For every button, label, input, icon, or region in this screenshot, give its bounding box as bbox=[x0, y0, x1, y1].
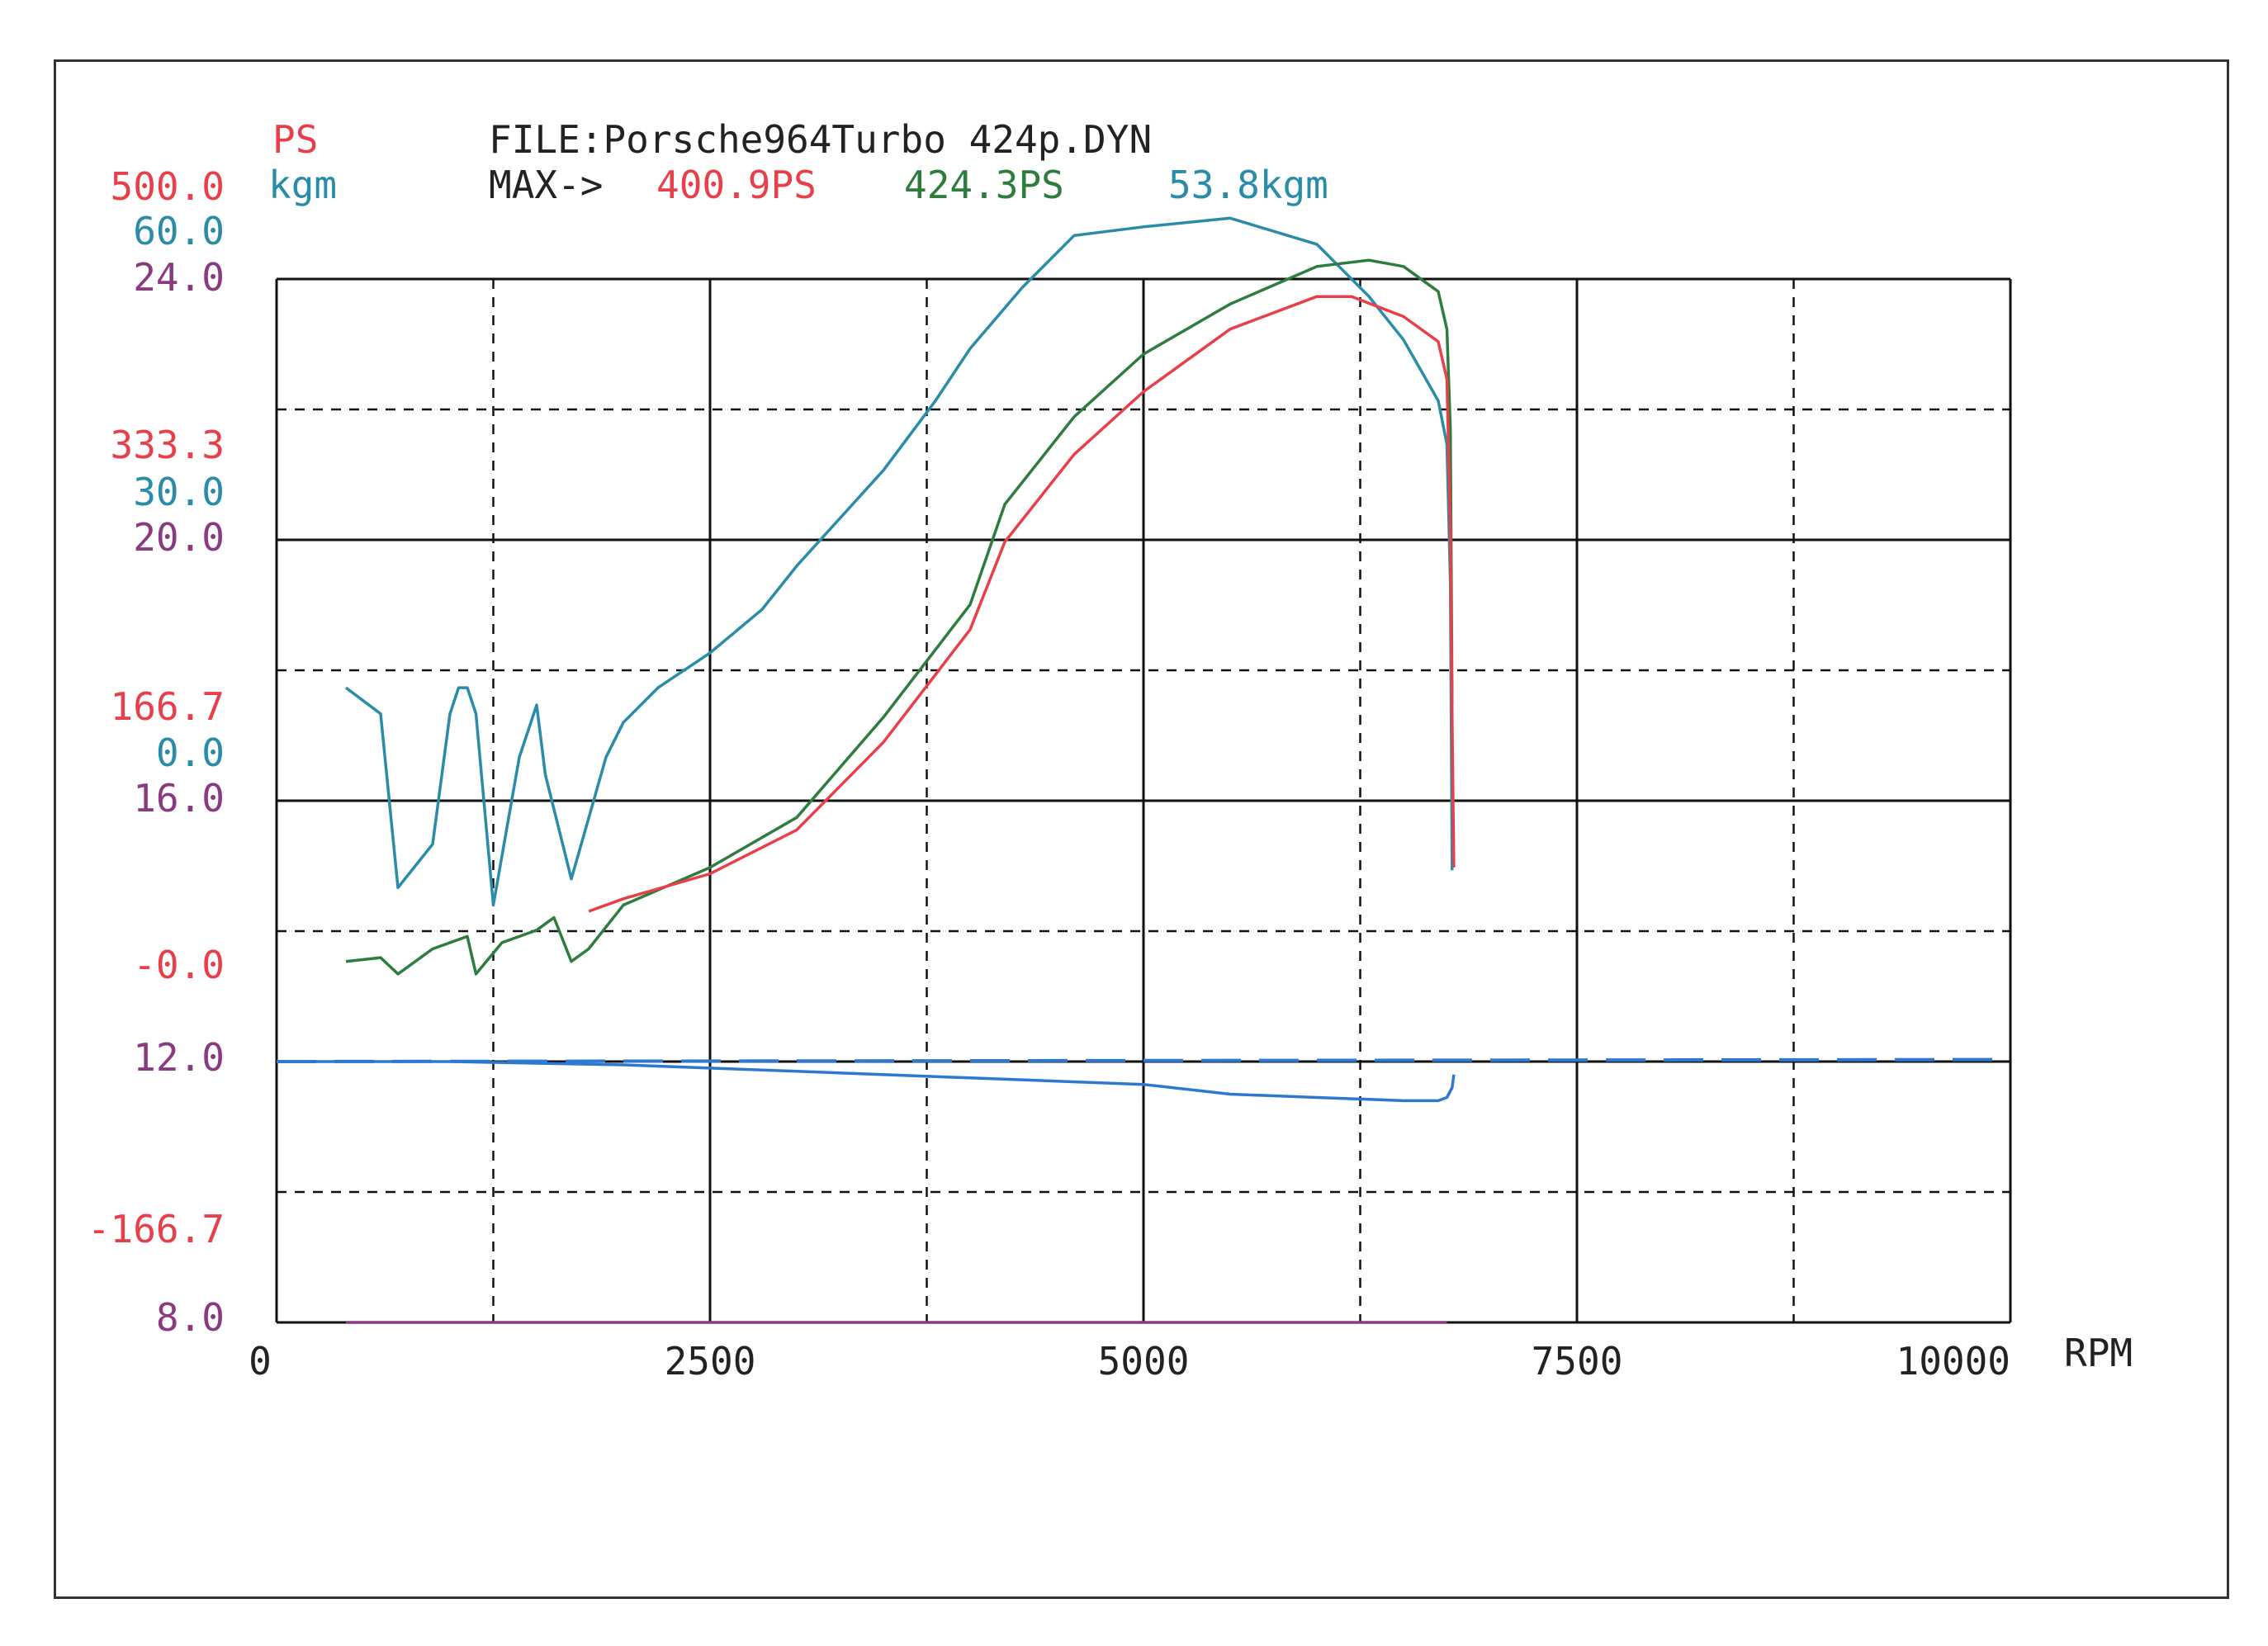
x-tick-0: 0 bbox=[249, 1339, 272, 1383]
x-tick-4: 10000 bbox=[1896, 1339, 2010, 1383]
secondary-tick-1: 20.0 bbox=[133, 515, 225, 560]
secondary-tick-3: 12.0 bbox=[133, 1035, 225, 1080]
series-line-4 bbox=[276, 1057, 2011, 1063]
series bbox=[276, 216, 2011, 1324]
kgm-tick-1: 30.0 bbox=[133, 470, 225, 514]
file-label: FILE:Porsche964Turbo 424p.DYN bbox=[489, 117, 1152, 162]
x-unit-label: RPM bbox=[2064, 1331, 2133, 1375]
y-tick-labels: 500.0 333.3 166.7 -0.0 -166.7 60.0 30.0 0.0 24.0… bbox=[88, 164, 225, 1340]
series-line-3 bbox=[277, 1060, 1456, 1103]
grid bbox=[275, 277, 2012, 1324]
max-power1: 400.9PS bbox=[656, 163, 817, 207]
ps-tick-1: 333.3 bbox=[111, 423, 225, 467]
secondary-tick-2: 16.0 bbox=[133, 776, 225, 821]
max-power2: 424.3PS bbox=[904, 163, 1064, 207]
unit-power-label: PS bbox=[272, 117, 318, 162]
x-tick-1: 2500 bbox=[665, 1339, 756, 1383]
max-label: MAX-> bbox=[489, 163, 603, 207]
max-torque: 53.8kgm bbox=[1168, 163, 1328, 207]
ps-tick-4: -166.7 bbox=[88, 1207, 225, 1251]
x-tick-labels: RPM 0 2500 5000 7500 10000 bbox=[249, 1331, 2133, 1383]
ps-tick-3: -0.0 bbox=[133, 943, 225, 987]
ps-tick-0: 500.0 bbox=[111, 164, 225, 209]
kgm-tick-0: 60.0 bbox=[133, 209, 225, 253]
x-tick-2: 5000 bbox=[1098, 1339, 1190, 1383]
secondary-tick-0: 24.0 bbox=[133, 255, 225, 300]
chart-frame bbox=[54, 59, 2229, 1599]
series-line-0 bbox=[344, 216, 1454, 907]
secondary-tick-4: 8.0 bbox=[156, 1295, 225, 1340]
kgm-tick-2: 0.0 bbox=[156, 731, 225, 775]
series-line-2 bbox=[588, 295, 1456, 913]
ps-tick-2: 166.7 bbox=[111, 684, 225, 729]
series-line-1 bbox=[345, 258, 1454, 976]
x-tick-3: 7500 bbox=[1532, 1339, 1623, 1383]
unit-torque-label: kgm bbox=[268, 163, 337, 207]
